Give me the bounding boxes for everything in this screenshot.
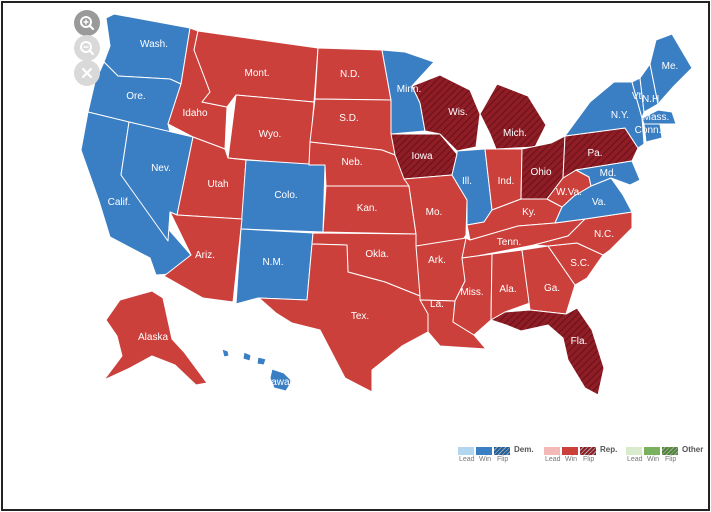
state-label-me: Me. bbox=[662, 61, 679, 72]
legend: Dem. Lead Win Flip Rep. Lead Win Flip Ot… bbox=[458, 445, 708, 469]
state-label-nd: N.D. bbox=[340, 69, 360, 80]
state-label-ill: Ill. bbox=[462, 176, 472, 187]
state-label-nev: Nev. bbox=[151, 163, 171, 174]
state-label-colo: Colo. bbox=[274, 190, 297, 201]
state-label-ga: Ga. bbox=[544, 283, 560, 294]
state-label-ny: N.Y. bbox=[611, 110, 629, 121]
state-label-tenn: Tenn. bbox=[497, 237, 521, 248]
state-label-va: Va. bbox=[592, 197, 606, 208]
state-label-ark: Ark. bbox=[428, 255, 446, 266]
zoom-out-button[interactable] bbox=[74, 35, 100, 61]
state-label-ariz: Ariz. bbox=[195, 250, 215, 261]
state-conn[interactable] bbox=[643, 123, 663, 143]
state-label-ore: Ore. bbox=[126, 91, 145, 102]
reset-zoom-button[interactable] bbox=[74, 60, 100, 86]
state-label-mont: Mont. bbox=[244, 68, 269, 79]
state-label-sc: S.C. bbox=[570, 258, 589, 269]
state-label-utah: Utah bbox=[207, 179, 228, 190]
state-md[interactable] bbox=[575, 160, 641, 187]
state-label-kan: Kan. bbox=[357, 203, 378, 214]
legend-other-flip-label: Flip bbox=[665, 456, 677, 463]
state-label-sd: S.D. bbox=[339, 113, 358, 124]
close-icon bbox=[82, 68, 92, 78]
state-label-fla: Fla. bbox=[571, 336, 588, 347]
state-label-wash: Wash. bbox=[140, 39, 168, 50]
state-label-nm: N.M. bbox=[262, 257, 283, 268]
legend-rep-win-label: Win bbox=[565, 456, 578, 463]
legend-rep-lead-label: Lead bbox=[545, 456, 561, 463]
state-label-nc: N.C. bbox=[594, 229, 614, 240]
state-label-pa: Pa. bbox=[587, 148, 602, 159]
state-label-mich: Mich. bbox=[503, 128, 527, 139]
state-label-wyo: Wyo. bbox=[259, 129, 282, 140]
legend-dem-label: Dem. bbox=[514, 445, 534, 454]
legend-other-win-label: Win bbox=[647, 456, 660, 463]
legend-rep-win-swatch bbox=[562, 447, 578, 455]
legend-rep-lead-swatch bbox=[544, 447, 560, 455]
legend-other-label: Other bbox=[682, 445, 704, 454]
state-label-conn: Conn. bbox=[635, 125, 662, 136]
state-label-nh: N.H. bbox=[642, 94, 662, 105]
state-label-vt: Vt. bbox=[632, 91, 644, 102]
state-label-calif: Calif. bbox=[108, 197, 131, 208]
state-label-minn: Minn. bbox=[397, 84, 421, 95]
state-alaska[interactable] bbox=[103, 290, 208, 386]
state-label-ala: Ala. bbox=[499, 284, 516, 295]
state-label-wva: W.Va. bbox=[556, 187, 582, 198]
state-tex[interactable] bbox=[258, 243, 429, 393]
state-fla[interactable] bbox=[490, 307, 605, 396]
legend-dem-flip-swatch bbox=[494, 447, 510, 455]
legend-rep-label: Rep. bbox=[600, 445, 618, 454]
state-label-hawaii: Hawaii bbox=[264, 377, 294, 388]
state-me[interactable] bbox=[649, 33, 693, 105]
state-label-mass: Mass. bbox=[643, 112, 670, 123]
state-label-ky: Ky. bbox=[522, 207, 536, 218]
state-ga[interactable] bbox=[521, 245, 576, 315]
state-ny[interactable] bbox=[564, 81, 645, 149]
state-label-mo: Mo. bbox=[426, 207, 443, 218]
state-label-iowa: Iowa bbox=[411, 151, 433, 162]
legend-other-lead-swatch bbox=[626, 447, 642, 455]
legend-other-flip-swatch bbox=[662, 447, 678, 455]
state-label-wis: Wis. bbox=[448, 107, 467, 118]
state-label-alaska: Alaska bbox=[138, 332, 168, 343]
legend-rep-flip-swatch bbox=[580, 447, 596, 455]
state-label-neb: Neb. bbox=[341, 157, 362, 168]
state-label-tex: Tex. bbox=[351, 311, 369, 322]
state-wis[interactable] bbox=[411, 74, 481, 152]
state-label-ohio: Ohio bbox=[530, 167, 552, 178]
legend-other-win-swatch bbox=[644, 447, 660, 455]
state-label-md: Md. bbox=[600, 168, 617, 179]
legend-rep-flip-label: Flip bbox=[583, 456, 595, 463]
state-label-okla: Okla. bbox=[365, 249, 388, 260]
legend-dem-flip-label: Flip bbox=[497, 456, 509, 463]
state-nc[interactable] bbox=[533, 211, 633, 256]
legend-dem-win-swatch bbox=[476, 447, 492, 455]
zoom-in-icon bbox=[80, 16, 95, 31]
state-ark[interactable] bbox=[415, 237, 467, 302]
legend-other-lead-label: Lead bbox=[627, 456, 643, 463]
state-mich[interactable] bbox=[479, 83, 547, 150]
zoom-out-icon bbox=[80, 41, 95, 56]
state-hawaii[interactable] bbox=[221, 348, 293, 392]
zoom-in-button[interactable] bbox=[74, 10, 100, 36]
state-label-ind: Ind. bbox=[498, 176, 515, 187]
state-label-la: La. bbox=[430, 299, 444, 310]
state-label-idaho: Idaho bbox=[182, 108, 207, 119]
legend-dem-lead-label: Lead bbox=[459, 456, 475, 463]
state-label-miss: Miss. bbox=[460, 287, 483, 298]
state-ala[interactable] bbox=[490, 249, 531, 321]
legend-dem-lead-swatch bbox=[458, 447, 474, 455]
legend-dem-win-label: Win bbox=[479, 456, 492, 463]
